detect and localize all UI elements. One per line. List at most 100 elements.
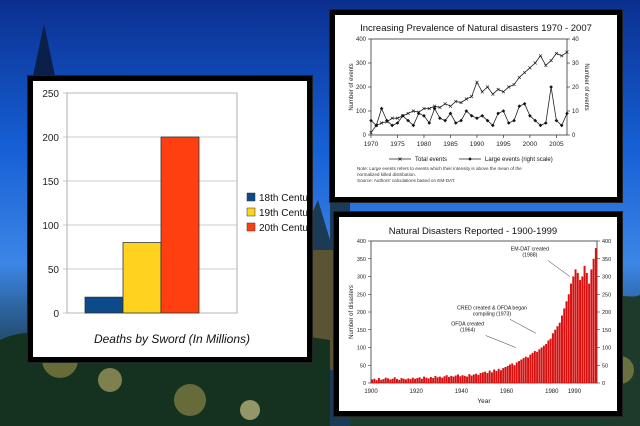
bar-year [493, 369, 496, 383]
bar-year [567, 294, 570, 383]
x-tick-label: 1995 [496, 141, 511, 148]
y-right-tick-label: 50 [602, 363, 608, 369]
point-large-events [506, 121, 511, 125]
bar-year [414, 378, 417, 383]
bar-year [389, 379, 392, 383]
point-large-events [485, 118, 490, 123]
point-total-events [438, 105, 442, 110]
point-total-events [390, 116, 394, 120]
legend-swatch [246, 192, 256, 202]
point-large-events [538, 123, 543, 128]
light-glow [98, 368, 122, 392]
bar-year [509, 364, 511, 383]
bar-year [477, 374, 480, 383]
legend-label: 20th Century [259, 223, 307, 234]
bar-year [558, 322, 561, 383]
point-large-events [438, 116, 442, 120]
point-large-events [491, 123, 495, 128]
bar-year [472, 374, 475, 383]
point-large-events [475, 116, 479, 120]
annotation-text: (1988) [522, 253, 537, 259]
bar-year [488, 370, 491, 383]
point-total-events [469, 94, 474, 99]
y-left-axis-label: Number of events [349, 63, 355, 110]
x-tick-label: 1940 [455, 389, 469, 395]
y-right-tick-label: 300 [602, 275, 611, 281]
bar-year [459, 376, 462, 383]
x-tick-label: 1990 [470, 141, 485, 148]
point-large-events [528, 114, 532, 118]
bar-year [391, 378, 394, 383]
bar-year [527, 357, 530, 383]
point-total-events [559, 54, 564, 58]
annotation-leader [509, 319, 537, 334]
series-line-1 [370, 86, 568, 127]
bar-19th-century [122, 242, 162, 314]
plot-frame [370, 38, 568, 136]
point-large-events [501, 109, 506, 113]
bar-year [436, 377, 439, 383]
point-total-events [443, 102, 447, 106]
x-tick-label: 1920 [410, 389, 424, 395]
point-large-events [369, 118, 373, 123]
y-right-tick-label: 200 [602, 310, 611, 316]
bar-year [425, 377, 428, 383]
y-right-tick-label: 0 [602, 381, 605, 387]
point-large-events [522, 102, 527, 106]
bar-year [420, 378, 423, 383]
x-tick-label: 1960 [500, 389, 514, 395]
point-total-events [565, 50, 569, 54]
point-total-events [512, 82, 516, 87]
point-total-events [422, 106, 426, 111]
y-right-tick-label: 150 [602, 328, 611, 334]
prevalence-card: Increasing Prevalence of Natural disaste… [330, 10, 622, 202]
point-total-events [544, 63, 548, 68]
legend-label: 19th Century [259, 208, 307, 219]
point-large-events [374, 123, 379, 128]
y-left-tick-label: 200 [356, 85, 367, 91]
bar-year [463, 375, 466, 383]
bar-18th-century [84, 296, 124, 314]
y-right-tick-label: 350 [602, 257, 611, 263]
point-large-events [406, 118, 410, 123]
bar-year [454, 375, 457, 383]
bar-year [499, 370, 502, 383]
bar-year [427, 378, 430, 383]
bar-year [407, 378, 410, 383]
bar-year [560, 315, 563, 383]
bar-year [373, 378, 376, 383]
bar-year [588, 283, 591, 383]
point-total-events [496, 87, 500, 92]
bar-year [536, 351, 539, 383]
y-tick-label: 400 [357, 239, 366, 245]
annotation-text: CRED created & OFDA began [457, 305, 527, 311]
bar-year [423, 376, 426, 383]
bar-year [438, 376, 441, 383]
point-large-events [559, 123, 564, 128]
bar-year [522, 358, 525, 383]
bar-20th-century [160, 136, 200, 314]
light-glow [174, 384, 206, 416]
bar-year [581, 276, 584, 383]
y-right-tick-label: 100 [602, 346, 611, 352]
legend-marker-total [398, 157, 402, 161]
bar-year [393, 377, 396, 383]
point-total-events [448, 104, 453, 108]
point-large-events [565, 111, 569, 116]
y-tick-label: 150 [357, 328, 366, 334]
bar-year [466, 376, 469, 383]
bar-year [579, 280, 582, 383]
point-large-events [395, 121, 400, 125]
y-tick-label: 150 [42, 177, 59, 188]
bar-year [547, 340, 550, 383]
bar-year [502, 368, 505, 383]
y-axis-label: Number of disasters [349, 285, 355, 339]
point-large-events [480, 114, 485, 118]
x-axis-label: Year [477, 398, 491, 405]
x-tick-label: 1990 [568, 389, 582, 395]
point-total-events [379, 121, 384, 125]
chart-title: Deaths by Sword (In Millions) [94, 332, 250, 346]
bar-year [554, 329, 557, 383]
y-right-tick-label: 40 [572, 37, 579, 43]
point-large-events [400, 114, 405, 118]
